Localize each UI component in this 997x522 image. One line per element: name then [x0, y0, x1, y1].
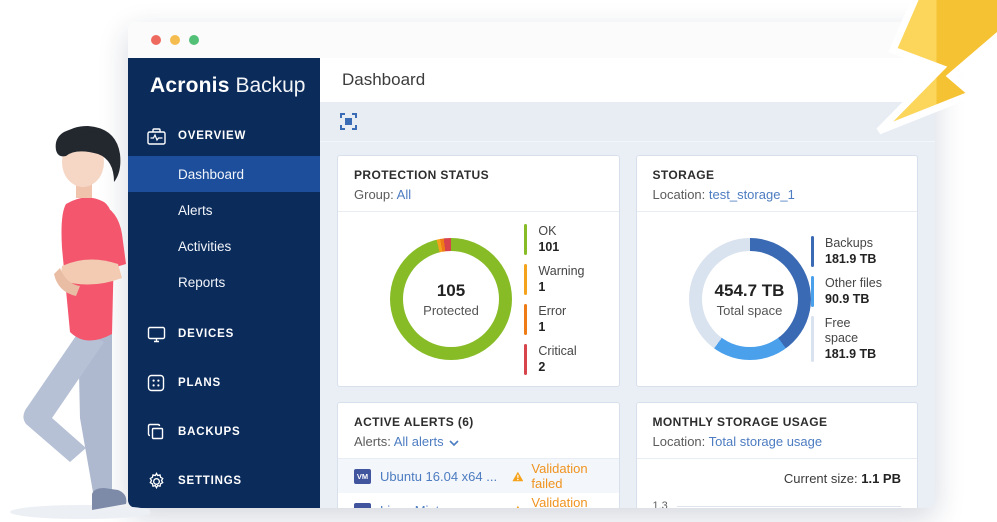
legend-item-backups: Backups 181.9 TB [810, 236, 884, 267]
expand-icon[interactable] [340, 112, 358, 131]
legend-item-free-space: Free space 181.9 TB [810, 316, 884, 362]
card-title: STORAGE [652, 168, 715, 182]
backups-icon [146, 422, 166, 442]
current-size: Current size: 1.1 PB [783, 471, 901, 486]
alert-row[interactable]: VM Ubuntu 16.04 x64 ... Validation faile… [338, 459, 619, 493]
legend-item-critical: Critical 2 [523, 343, 585, 375]
lightning-bolt-decoration [876, 0, 997, 135]
dashboard-toolbar [320, 102, 935, 142]
vm-icon: VM [354, 502, 371, 508]
alert-status: Validation failed [512, 495, 603, 508]
chevron-down-icon [449, 434, 459, 449]
dashboard-grid: PROTECTION STATUS Group: All 105 [320, 142, 935, 508]
sidebar-item-settings[interactable]: SETTINGS [128, 461, 320, 501]
usage-location-link[interactable]: Total storage usage [708, 434, 823, 449]
card-filter: Location: Total storage usage [652, 434, 823, 449]
main-area: Dashboard PROTECTION STATUS [320, 58, 935, 508]
person-illustration [10, 126, 150, 519]
storage-donut-chart: 454.7 TB Total space [688, 238, 811, 360]
legend-item-ok: OK 101 [523, 223, 585, 255]
sidebar: Acronis Backup OVERVIEW [128, 58, 320, 508]
sidebar-item-overview[interactable]: OVERVIEW [128, 116, 320, 156]
donut-center-value: 454.7 TB [714, 280, 785, 300]
warning-icon [512, 471, 524, 481]
sidebar-item-devices[interactable]: DEVICES [128, 314, 320, 354]
sidebar-item-label: BACKUPS [178, 426, 241, 438]
y-axis-tick: 1.3 [652, 500, 668, 508]
close-window-icon[interactable] [151, 35, 161, 45]
page-title: Dashboard [342, 70, 426, 89]
app-logo: Acronis Backup [128, 58, 320, 110]
sidebar-item-label: DEVICES [178, 328, 235, 340]
donut-center-label: Total space [716, 302, 783, 318]
sidebar-item-dashboard[interactable]: Dashboard [128, 156, 320, 192]
protection-legend: OK 101 Warning 1 [523, 215, 585, 384]
legend-item-error: Error 1 [523, 303, 585, 335]
alert-status: Validation failed [512, 461, 603, 491]
alert-machine-link[interactable]: Linux Mint [380, 503, 500, 509]
card-filter: Group: All [354, 187, 412, 202]
settings-icon [146, 471, 166, 491]
protection-donut-chart: 105 Protected [390, 238, 512, 360]
page-header: Dashboard [320, 58, 935, 102]
legend-item-warning: Warning 1 [523, 263, 585, 295]
card-title: ACTIVE ALERTS (6) [354, 415, 474, 429]
card-title: PROTECTION STATUS [354, 168, 490, 182]
alert-row[interactable]: VM Linux Mint Validation failed [338, 493, 619, 508]
monthly-storage-usage-card: MONTHLY STORAGE USAGE Location: Total st… [635, 402, 918, 508]
legend-item-other-files: Other files 90.9 TB [810, 276, 884, 307]
monthly-usage-chart: Current size: 1.1 PB 1.3 [637, 459, 918, 508]
minimize-window-icon[interactable] [170, 35, 180, 45]
warning-icon [515, 505, 520, 508]
sidebar-item-plans[interactable]: PLANS [128, 363, 320, 403]
sidebar-item-reports[interactable]: Reports [178, 274, 226, 290]
vm-icon: VM [354, 468, 371, 484]
donut-center-label: Protected [423, 302, 479, 318]
protection-status-card: PROTECTION STATUS Group: All 105 [337, 155, 620, 387]
browser-window: Acronis Backup OVERVIEW [128, 22, 935, 508]
logo-brand: Acronis [150, 74, 230, 97]
card-filter: Alerts: All alerts [354, 434, 603, 449]
sidebar-item-label: SETTINGS [178, 475, 242, 487]
card-filter: Location: test_storage_1 [652, 187, 795, 202]
storage-card: STORAGE Location: test_storage_1 454.7 T… [635, 155, 918, 387]
sidebar-nav: OVERVIEW Dashboard Alerts Activities Rep… [128, 116, 320, 501]
plans-icon [146, 373, 166, 393]
sidebar-item-label: OVERVIEW [178, 130, 247, 142]
sidebar-item-backups[interactable]: BACKUPS [128, 412, 320, 452]
alerts-filter-dropdown[interactable]: All alerts [394, 434, 459, 449]
donut-center-value: 105 [436, 280, 466, 300]
location-filter-link[interactable]: test_storage_1 [708, 187, 795, 202]
y-axis-gridline: 1.3 [652, 500, 901, 508]
sidebar-item-activities[interactable]: Activities [178, 238, 232, 254]
sidebar-item-alerts[interactable]: Alerts [178, 202, 213, 218]
zoom-window-icon[interactable] [189, 35, 199, 45]
storage-legend: Backups 181.9 TB Other files 90.9 [810, 227, 884, 371]
card-title: MONTHLY STORAGE USAGE [652, 415, 828, 429]
overview-icon [146, 126, 166, 146]
window-titlebar [128, 22, 935, 58]
devices-icon [146, 324, 166, 344]
logo-product: Backup [235, 74, 306, 97]
group-filter-link[interactable]: All [396, 187, 412, 202]
alert-machine-link[interactable]: Ubuntu 16.04 x64 ... [380, 468, 498, 484]
active-alerts-card: ACTIVE ALERTS (6) Alerts: All alerts VM [337, 402, 620, 508]
sidebar-item-label: PLANS [178, 377, 221, 389]
